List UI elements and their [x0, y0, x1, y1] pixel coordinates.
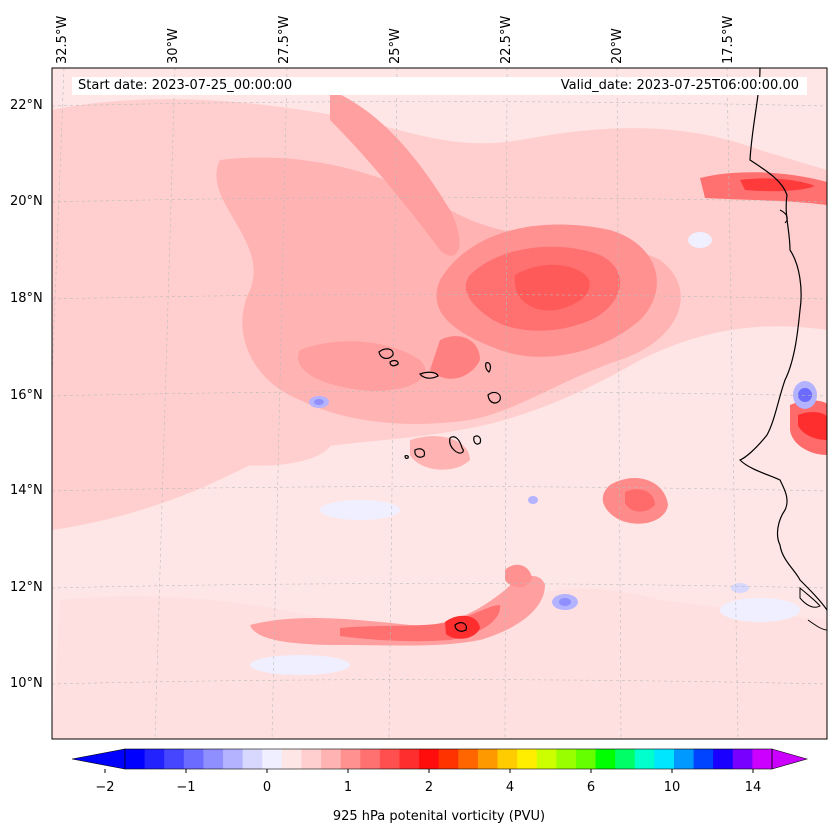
lon-label-20w: 20°W [610, 28, 625, 64]
colorbar-segment [615, 749, 636, 769]
colorbar-segment [360, 749, 381, 769]
colorbar-tick-label: 4 [505, 780, 515, 795]
colorbar-segment [125, 749, 146, 769]
lat-label-12n: 12°N [10, 580, 43, 595]
colorbar [71, 748, 809, 773]
colorbar-extend-high [771, 748, 809, 770]
colorbar-segment [419, 749, 440, 769]
colorbar-segment [321, 749, 342, 769]
cape-verde-islands [378, 348, 501, 459]
colorbar-segment [517, 749, 538, 769]
colorbar-segment [281, 749, 302, 769]
colorbar-segment [713, 749, 734, 769]
colorbar-tick-label: 10 [663, 780, 681, 795]
colorbar-segment [164, 749, 185, 769]
colorbar-segment [223, 749, 244, 769]
colorbar-segment [438, 749, 459, 769]
lat-label-16n: 16°N [10, 388, 43, 403]
colorbar-title: 925 hPa potenital vorticity (PVU) [332, 809, 546, 824]
colorbar-segment [458, 749, 479, 769]
colorbar-tick-label: 6 [586, 780, 596, 795]
colorbar-segment [477, 749, 498, 769]
colorbar-tick-label: 1 [343, 780, 353, 795]
colorbar-segment [203, 749, 224, 769]
colorbar-segment [536, 749, 557, 769]
lon-label-22-5w: 22.5°W [499, 15, 514, 64]
colorbar-segment [340, 749, 361, 769]
lon-label-30w: 30°W [166, 28, 181, 64]
colorbar-segment [752, 749, 773, 769]
lat-label-18n: 18°N [10, 291, 43, 306]
colorbar-segment [242, 749, 263, 769]
colorbar-tick-label: 0 [262, 780, 272, 795]
colorbar-segment [379, 749, 400, 769]
pv-contour-field [52, 68, 827, 739]
valid-date-label: Valid_date: 2023-07-25T06:00:00.00 [560, 78, 799, 93]
lat-label-22n: 22°N [10, 98, 43, 113]
colorbar-extend-low [71, 748, 126, 770]
lat-label-14n: 14°N [10, 483, 43, 498]
colorbar-segment [595, 749, 616, 769]
colorbar-segment [183, 749, 204, 769]
colorbar-tick-label: 2 [424, 780, 434, 795]
colorbar-segment [262, 749, 283, 769]
colorbar-tick-label: −2 [95, 780, 115, 795]
info-banner: Start date: 2023-07-25_00:00:00 Valid_da… [72, 77, 807, 95]
colorbar-segment [654, 749, 675, 769]
africa-coastline [738, 68, 827, 611]
map-gridlines [52, 68, 827, 739]
colorbar-segment [634, 749, 655, 769]
lon-label-17-5w: 17.5°W [721, 15, 736, 64]
colorbar-segment [497, 749, 518, 769]
colorbar-segment [673, 749, 694, 769]
colorbar-segment [575, 749, 596, 769]
lon-label-32-5w: 32.5°W [55, 15, 70, 64]
colorbar-segment [301, 749, 322, 769]
colorbar-tick-label: 14 [744, 780, 762, 795]
start-date-label: Start date: 2023-07-25_00:00:00 [78, 78, 293, 93]
colorbar-segment [144, 749, 165, 769]
map-frame [51, 67, 828, 740]
lon-label-25w: 25°W [388, 28, 403, 64]
lon-label-27-5w: 27.5°W [277, 15, 292, 64]
colorbar-tick-label: −1 [176, 780, 196, 795]
colorbar-segment [732, 749, 753, 769]
colorbar-segment [556, 749, 577, 769]
lat-label-20n: 20°N [10, 194, 43, 209]
colorbar-segment [693, 749, 714, 769]
colorbar-segment [399, 749, 420, 769]
lat-label-10n: 10°N [10, 676, 43, 691]
